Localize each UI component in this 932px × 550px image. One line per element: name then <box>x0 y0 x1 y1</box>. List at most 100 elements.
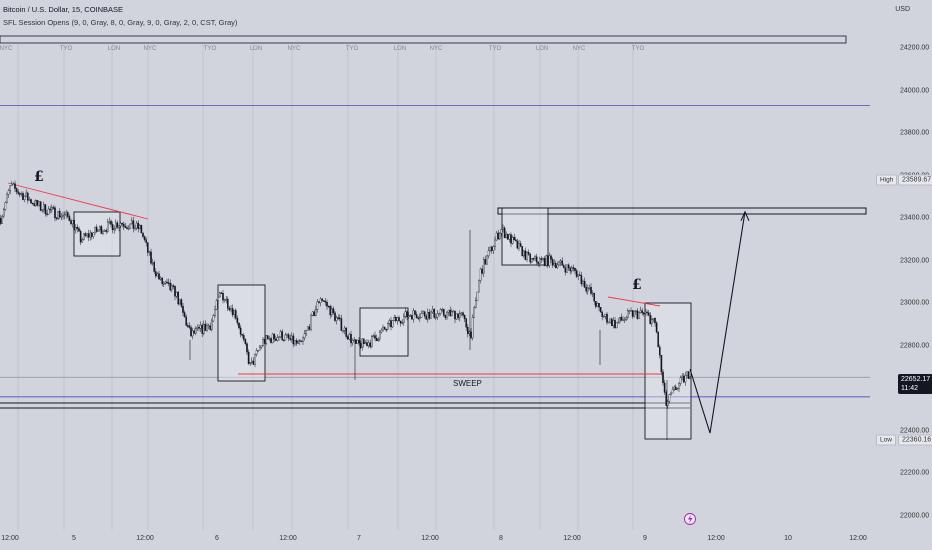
projection-path <box>689 211 746 434</box>
price-tick: 22400.00 <box>900 427 930 435</box>
candle-body <box>585 287 587 292</box>
candle-body <box>575 270 578 277</box>
candle-body <box>265 335 268 344</box>
candle-body <box>428 312 431 319</box>
candle-body <box>387 322 389 330</box>
currency-label: USD <box>895 6 910 13</box>
candle-body <box>566 264 568 273</box>
candle-body <box>1 215 4 224</box>
candle-body <box>321 298 324 301</box>
candle-body <box>593 292 595 302</box>
pound-annotation-right: £ <box>632 277 642 293</box>
candle-body <box>143 236 146 241</box>
candle-body <box>4 202 7 210</box>
candle-body <box>89 232 91 238</box>
candle-body <box>569 267 571 272</box>
low-price-tag: 22360.16 <box>898 434 932 446</box>
candle-body <box>84 233 87 236</box>
session-label-nyc: NYC <box>430 46 443 52</box>
candle-body <box>281 331 284 341</box>
candle-body <box>215 300 218 310</box>
candle-body <box>175 291 178 297</box>
candle-body <box>551 259 554 266</box>
candle-body <box>351 340 354 344</box>
candle-body <box>233 310 236 316</box>
candle-body <box>606 313 608 323</box>
candle-body <box>132 220 135 229</box>
candle-body <box>97 229 99 232</box>
symbol-title[interactable]: Bitcoin / U.S. Dollar, 15, COINBASE <box>3 5 124 14</box>
candle-body <box>457 313 460 318</box>
candle-body <box>339 317 341 319</box>
candle-body <box>651 319 653 325</box>
candle-body <box>166 281 168 284</box>
chart-plot-area[interactable]: NYC TYO LON NYC TYO LON NYC TYO LON NYC TYO LON NYC T… <box>0 0 870 530</box>
candle-body <box>571 267 573 272</box>
candle-body <box>15 188 18 193</box>
candle-body <box>169 282 172 291</box>
candle-body <box>379 331 381 340</box>
candle-body <box>409 315 412 317</box>
price-tick: 24200.00 <box>900 44 930 52</box>
candle-body <box>534 256 536 259</box>
candle-body <box>331 308 333 316</box>
candle-body <box>51 207 53 211</box>
candle-body <box>638 312 640 319</box>
candle-body <box>639 310 642 313</box>
candle-body <box>223 299 226 302</box>
candle-body <box>249 362 252 364</box>
candle-body <box>164 281 167 284</box>
candle-body <box>313 311 316 316</box>
candle-body <box>535 256 538 263</box>
candle-body <box>295 340 298 344</box>
candle-body <box>582 280 584 285</box>
candle-body <box>486 255 488 265</box>
candle-body <box>433 309 436 318</box>
candle-body <box>441 309 444 311</box>
candle-body <box>297 341 300 344</box>
candle-body <box>71 219 74 224</box>
candle-body <box>449 309 452 316</box>
candle-body <box>12 183 15 185</box>
candle-body <box>255 350 258 355</box>
candle-body <box>57 211 59 219</box>
candle-body <box>454 310 456 320</box>
price-axis[interactable]: USD 22000.0022200.0022400.0022600.002280… <box>870 0 932 530</box>
candle-body <box>202 324 205 334</box>
candle-body <box>622 319 624 322</box>
candle-body <box>230 308 232 311</box>
candle-body <box>598 303 600 308</box>
candle-body <box>324 301 327 303</box>
candle-body <box>567 264 570 269</box>
candle-body <box>459 313 461 318</box>
candle-body <box>257 350 260 352</box>
candle-body <box>198 327 200 329</box>
candle-body <box>150 251 152 264</box>
indicator-legend[interactable]: SFL Session Opens (9, 0, Gray, 8, 0, Gra… <box>3 18 238 27</box>
candle-body <box>220 292 223 294</box>
consolidation-box <box>359 307 409 357</box>
candle-body <box>335 317 338 321</box>
candle-body <box>443 309 445 316</box>
candle-body <box>350 333 352 344</box>
candle-body <box>574 268 576 271</box>
time-axis[interactable]: 12:00 5 12:00 6 12:00 7 12:00 8 12:00 9 12:00 10 12:… <box>0 530 932 550</box>
candle-body <box>646 311 648 314</box>
candle-body <box>100 226 103 234</box>
candle-body <box>231 308 234 316</box>
candle-body <box>363 338 365 344</box>
candle-body <box>234 310 237 319</box>
candle-body <box>201 324 204 334</box>
candle-body <box>273 333 276 340</box>
candle-body <box>41 209 43 212</box>
candle-body <box>332 308 335 314</box>
candle-body <box>527 252 530 255</box>
time-tick: 12:00 <box>563 535 581 542</box>
candle-body <box>33 203 35 207</box>
candle-body <box>246 343 248 353</box>
candle-body <box>44 204 47 214</box>
candle-body <box>92 232 95 237</box>
candle-body <box>158 273 160 280</box>
candle-body <box>678 383 680 389</box>
candle-body <box>102 231 104 234</box>
